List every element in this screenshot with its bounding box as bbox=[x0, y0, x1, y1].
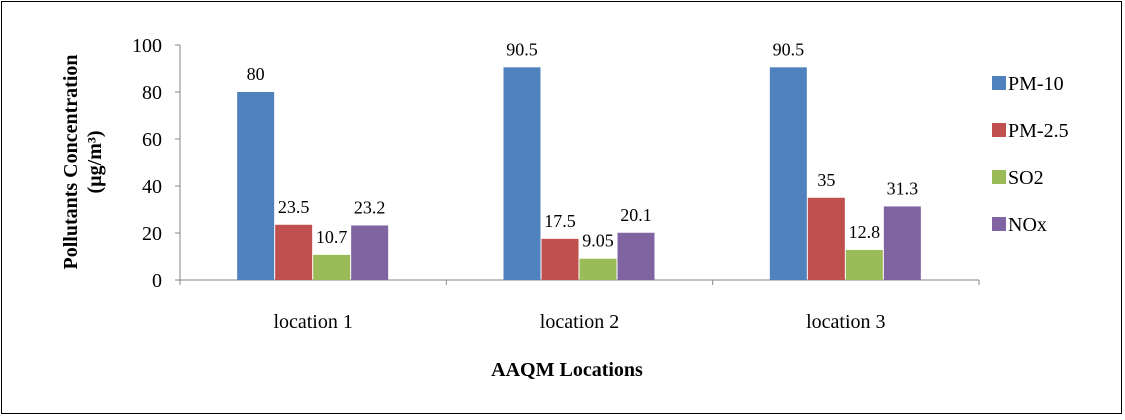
legend-swatch bbox=[992, 76, 1006, 90]
bar-nox bbox=[617, 232, 655, 280]
data-label: 90.5 bbox=[506, 39, 538, 59]
data-label: 35 bbox=[817, 170, 835, 190]
bar-so2 bbox=[579, 258, 617, 280]
bar-pm-2-5 bbox=[807, 197, 845, 280]
data-label: 10.7 bbox=[316, 227, 348, 247]
x-tick-label: location 1 bbox=[273, 311, 352, 333]
legend-swatch bbox=[992, 170, 1006, 184]
data-label: 17.5 bbox=[544, 211, 576, 231]
y-tick-label: 0 bbox=[152, 270, 162, 292]
data-label: 80 bbox=[247, 64, 265, 84]
y-tick-label: 20 bbox=[142, 223, 162, 245]
bar-so2 bbox=[845, 249, 883, 280]
data-label: 9.05 bbox=[582, 231, 614, 251]
x-axis-title: AAQM Locations bbox=[491, 359, 643, 381]
data-label: 23.2 bbox=[354, 197, 386, 217]
legend-swatch bbox=[992, 217, 1006, 231]
data-label: 31.3 bbox=[887, 178, 919, 198]
data-label: 12.8 bbox=[849, 222, 881, 242]
chart-container: Pollutants Concentration (µg/m³) 0 20 40 60… bbox=[1, 1, 1122, 414]
data-label: 20.1 bbox=[620, 205, 652, 225]
legend-label: PM-10 bbox=[1008, 73, 1064, 95]
bar-pm-10 bbox=[503, 67, 541, 280]
bar-pm-2-5 bbox=[275, 224, 313, 280]
bar-pm-2-5 bbox=[541, 238, 579, 280]
y-tick-label: 100 bbox=[132, 35, 162, 57]
legend-label: NOx bbox=[1008, 214, 1047, 236]
legend-label: SO2 bbox=[1008, 167, 1044, 189]
legend-label: PM-2.5 bbox=[1008, 120, 1069, 142]
data-label: 23.5 bbox=[278, 197, 310, 217]
data-label: 90.5 bbox=[773, 39, 805, 59]
legend-swatch bbox=[992, 123, 1006, 137]
plot-area: 0 20 40 60 80 100 80 23.5 10.7 23.2 location 1 90.5… bbox=[132, 35, 980, 333]
x-tick-label: location 3 bbox=[806, 311, 885, 333]
bar-pm-10 bbox=[237, 92, 275, 280]
y-tick-label: 80 bbox=[142, 82, 162, 104]
x-tick-label: location 2 bbox=[540, 311, 619, 333]
y-tick-label: 40 bbox=[142, 176, 162, 198]
y-axis-title: Pollutants Concentration (µg/m³) bbox=[60, 55, 106, 270]
y-axis-title-line2: (µg/m³) bbox=[84, 130, 106, 193]
legend: PM-10 PM-2.5 SO2 NOx bbox=[992, 73, 1069, 236]
y-axis-title-line1: Pollutants Concentration bbox=[60, 55, 82, 270]
y-tick-label: 60 bbox=[142, 129, 162, 151]
bar-so2 bbox=[313, 254, 351, 280]
bar-chart: Pollutants Concentration (µg/m³) 0 20 40 60… bbox=[60, 35, 1069, 381]
bar-nox bbox=[883, 206, 921, 280]
bar-pm-10 bbox=[769, 67, 807, 280]
bar-nox bbox=[351, 225, 389, 280]
